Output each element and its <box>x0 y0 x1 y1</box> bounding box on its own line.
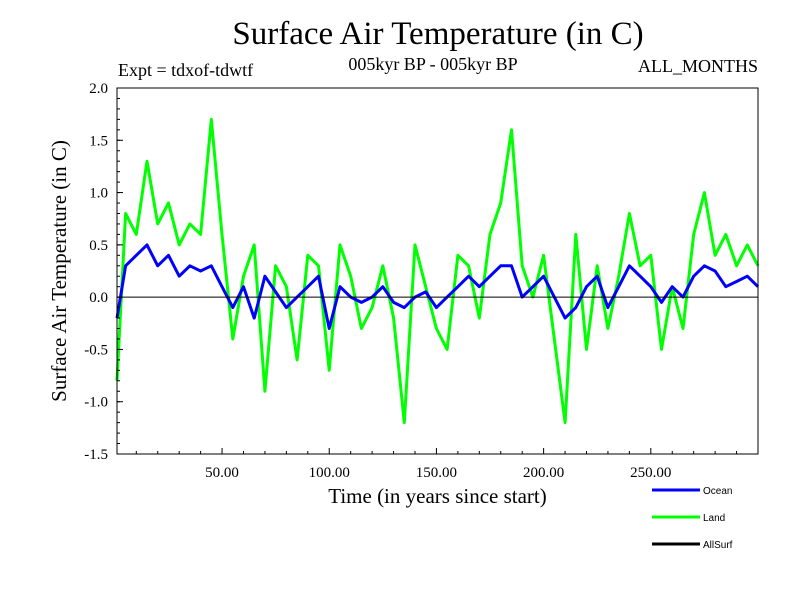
period-label: 005kyr BP - 005kyr BP <box>348 54 518 74</box>
y-tick-label: 1.0 <box>89 186 108 202</box>
x-axis: 50.00 100.00 150.00 200.00 250.00 <box>135 448 738 481</box>
experiment-label: Expt = tdxof-tdwtf <box>118 60 254 80</box>
series-line-ocean <box>115 243 760 330</box>
chart-title: Surface Air Temperature (in C) <box>232 16 644 52</box>
legend-label-allsurf: AllSurf <box>703 540 733 551</box>
y-tick-label: 0.0 <box>89 290 108 306</box>
y-tick-label: -1.0 <box>84 395 108 411</box>
legend: Ocean Land AllSurf <box>652 486 733 551</box>
legend-label-ocean: Ocean <box>703 486 732 497</box>
plot-series <box>115 117 760 425</box>
y-tick-label: 2.0 <box>89 81 108 97</box>
x-tick-label: 200.00 <box>523 465 564 481</box>
months-label: ALL_MONTHS <box>638 56 758 76</box>
y-axis-label: Surface Air Temperature (in C) <box>47 140 71 402</box>
y-axis: -1.5 -1.0 -0.5 0.0 0.5 1.0 1.5 2.0 <box>84 81 123 463</box>
x-tick-label: 250.00 <box>630 465 671 481</box>
y-tick-label: 1.5 <box>89 133 108 149</box>
x-tick-label: 100.00 <box>309 465 350 481</box>
series-line-land <box>115 117 760 425</box>
legend-label-land: Land <box>703 513 725 524</box>
y-tick-label: -0.5 <box>84 342 108 358</box>
x-tick-label: 50.00 <box>205 465 239 481</box>
y-tick-label: 0.5 <box>89 238 108 254</box>
x-axis-label: Time (in years since start) <box>328 484 547 508</box>
plot-frame <box>116 87 759 455</box>
x-tick-label: 150.00 <box>416 465 457 481</box>
y-tick-label: -1.5 <box>84 447 108 463</box>
